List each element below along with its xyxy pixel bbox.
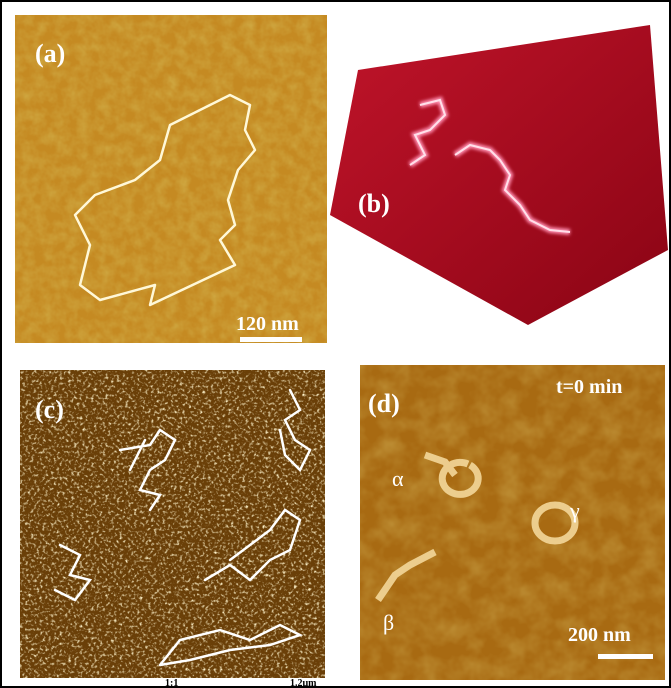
panel-a: (a) 120 nm [15,15,327,343]
axis-label: 1.2μm [290,678,317,688]
scale-bar-label: 120 nm [236,313,299,335]
marker-label: γ [569,498,580,523]
panel-label: (a) [35,39,65,68]
time-label: t=0 min [556,376,622,398]
panel-label: (c) [35,395,64,424]
panel-d: (d) t=0 min α β γ 200 nm [360,365,665,680]
panel-c: (c) 1:1 1.2μm [20,370,325,688]
marker-label: α [392,466,404,491]
scale-bar-label: 200 nm [568,624,631,646]
scale-bar [598,654,653,659]
panel-label: (d) [368,389,400,418]
panel-b: (b) [330,25,668,325]
figure: (a) 120 nm (b) (c) 1:1 1.2μm (d) t=0 min… [0,0,671,688]
axis-label: 1:1 [165,678,178,688]
scale-bar [240,337,302,342]
panel-label: (b) [358,189,390,218]
marker-label: β [383,610,394,635]
